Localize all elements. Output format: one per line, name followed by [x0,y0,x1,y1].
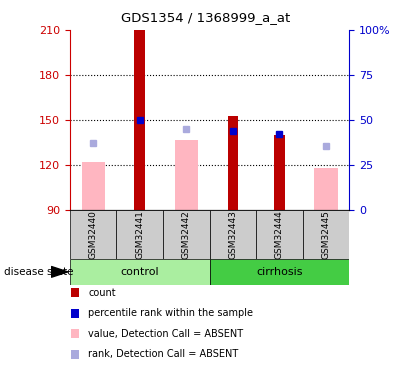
Text: percentile rank within the sample: percentile rank within the sample [88,308,253,318]
Bar [134,30,145,210]
Bar [163,210,210,259]
Bar [71,329,79,338]
Bar [303,210,349,259]
Bar [70,259,210,285]
Text: GSM32440: GSM32440 [89,210,98,259]
Text: GSM32442: GSM32442 [182,210,191,259]
Bar [256,210,303,259]
Text: GDS1354 / 1368999_a_at: GDS1354 / 1368999_a_at [121,11,290,24]
Text: rank, Detection Call = ABSENT: rank, Detection Call = ABSENT [88,350,239,359]
Bar [70,210,116,259]
Text: value, Detection Call = ABSENT: value, Detection Call = ABSENT [88,329,243,339]
Text: GSM32444: GSM32444 [275,210,284,259]
Bar [274,135,285,210]
Bar [81,162,105,210]
Bar [314,168,338,210]
Bar [71,309,79,318]
Bar [71,288,79,297]
Polygon shape [51,267,68,277]
Bar [175,140,198,210]
Text: cirrhosis: cirrhosis [256,267,303,277]
Text: control: control [120,267,159,277]
Text: GSM32441: GSM32441 [135,210,144,259]
Bar [71,350,79,359]
Bar [116,210,163,259]
Text: count: count [88,288,116,297]
Text: disease state: disease state [4,267,74,277]
Bar [210,210,256,259]
Bar [228,116,238,210]
Text: GSM32443: GSM32443 [229,210,238,259]
Text: GSM32445: GSM32445 [321,210,330,259]
Bar [210,259,349,285]
